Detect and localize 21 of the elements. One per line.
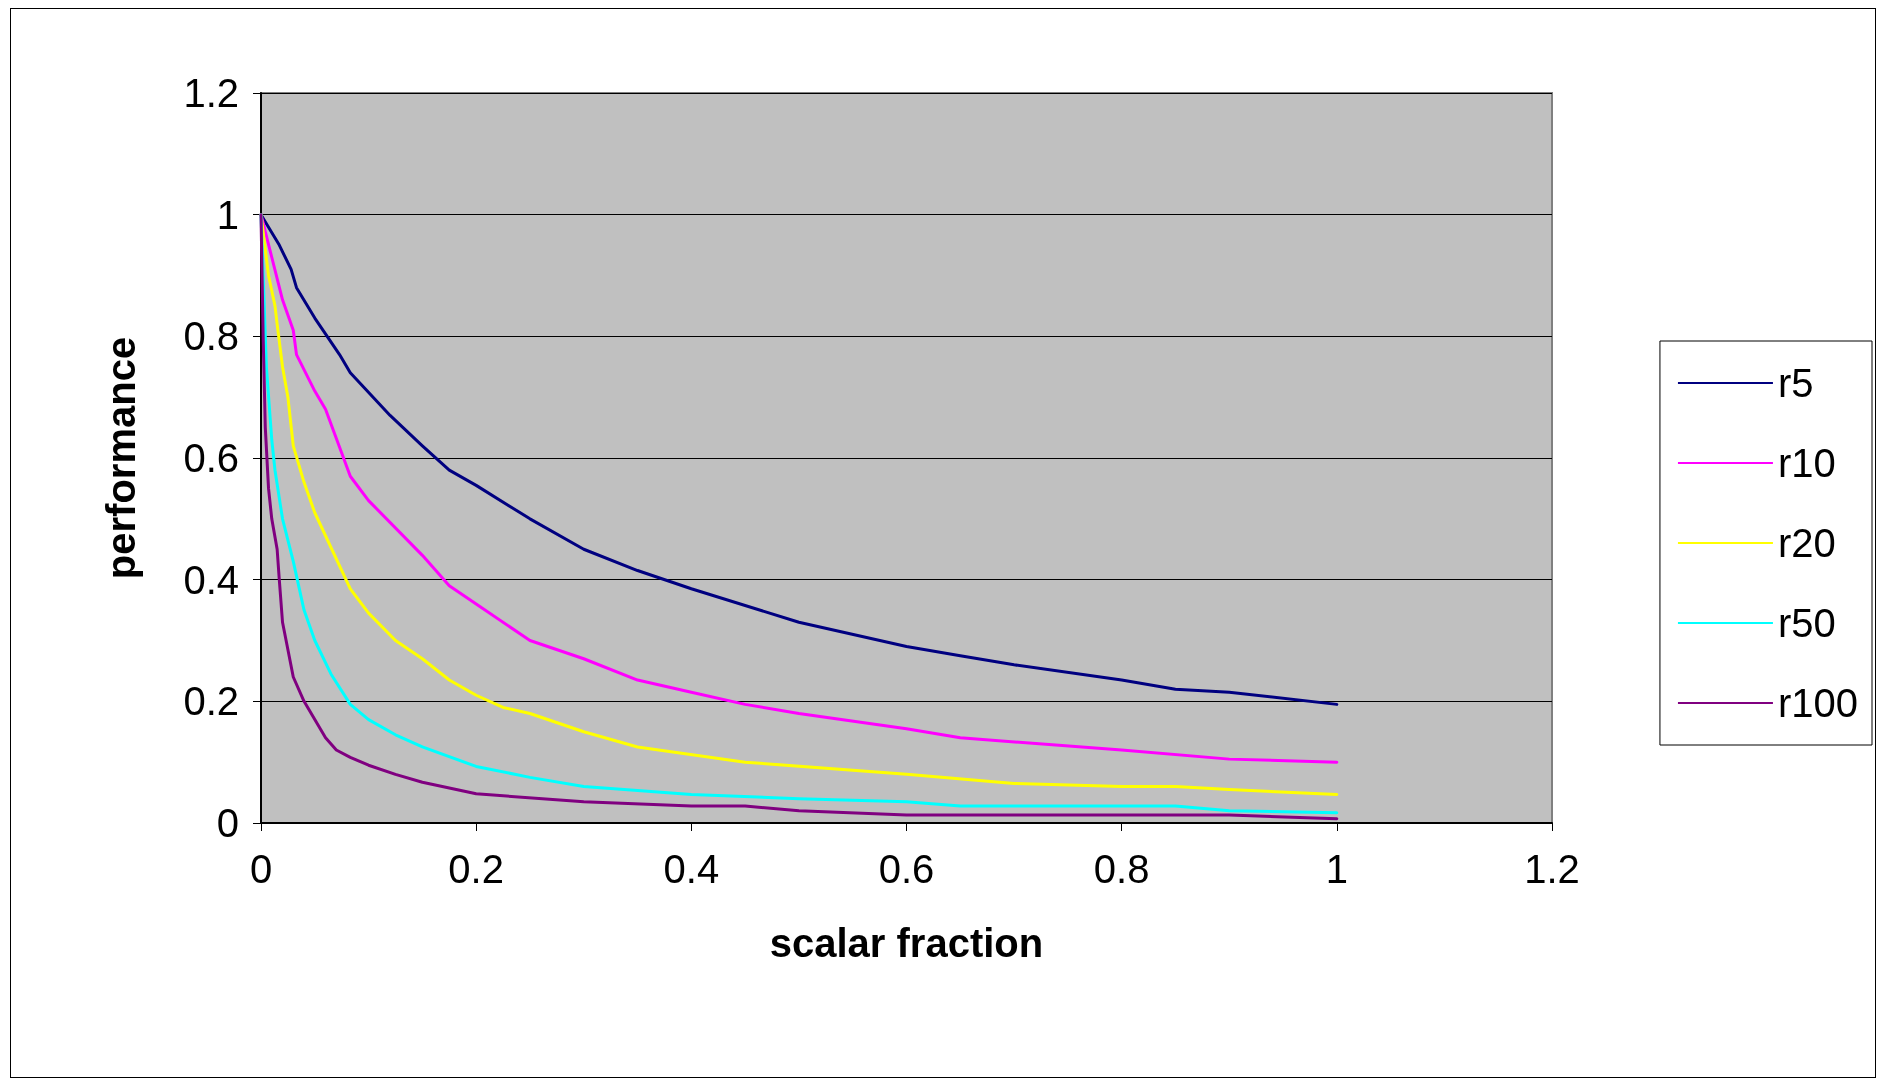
legend-label: r10 [1777,441,1836,485]
y-tick-label: 0.4 [183,557,239,602]
legend-label: r50 [1777,601,1836,645]
x-tick-label: 0.8 [1093,847,1150,891]
x-axis-title: scalar fraction [769,921,1044,965]
x-tick-label: 0.6 [878,847,935,891]
y-tick-label: 1.2 [183,71,239,115]
legend-label: r5 [1777,361,1814,405]
y-axis-title: performance [99,336,143,580]
x-tick-label: 1 [1325,847,1348,891]
y-tick-label: 0.6 [183,436,239,480]
x-tick-label: 0.2 [448,847,504,891]
y-tick-label: 1 [216,192,239,237]
x-tick-label: 0.4 [663,847,720,891]
x-tick-label: 1.2 [1524,847,1580,891]
y-tick-label: 0.2 [183,679,239,724]
y-tick-label: 0.8 [183,314,239,359]
legend-label: r20 [1777,521,1836,565]
legend-label: r100 [1777,681,1858,725]
y-tick-label: 0 [216,801,239,845]
x-tick-label: 0 [249,847,273,891]
